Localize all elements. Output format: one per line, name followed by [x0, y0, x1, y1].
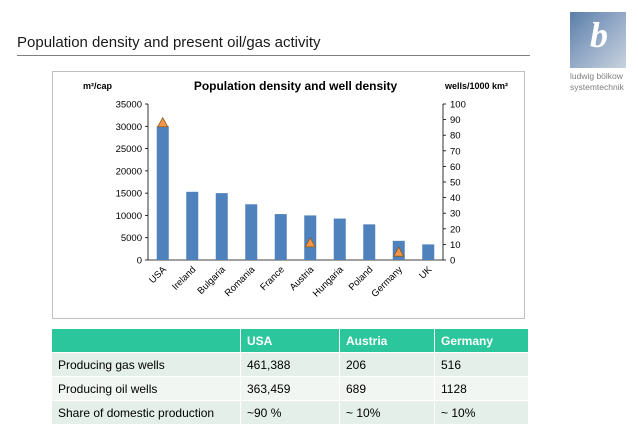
left-tick-label: 20000 [116, 166, 142, 177]
logo-caption: ludwig bölkow systemtechnik [570, 71, 624, 92]
logo-letter-icon: b [590, 15, 608, 55]
right-tick-label: 70 [450, 146, 461, 157]
left-tick-label: 5000 [121, 233, 142, 244]
x-tick-label: Germany [369, 264, 405, 300]
x-tick-label: USA [147, 264, 169, 286]
right-tick-label: 30 [450, 209, 461, 220]
x-tick-label: Ireland [170, 264, 198, 292]
table-cell: 363,459 [240, 376, 340, 401]
table-cell: 689 [339, 376, 435, 401]
header-cell [52, 329, 241, 353]
bar-romania [245, 204, 258, 260]
x-tick-label: Poland [347, 264, 376, 293]
slide-title: Population density and present oil/gas a… [17, 34, 321, 51]
row-label: Producing oil wells [52, 376, 241, 401]
bar-poland [363, 224, 376, 260]
left-tick-label: 0 [137, 256, 142, 267]
header-cell: USA [240, 329, 340, 353]
table-cell: 516 [434, 352, 529, 377]
right-tick-label: 60 [450, 162, 461, 173]
company-logo: b [570, 12, 626, 68]
title-divider [17, 55, 530, 56]
marker-germany [393, 246, 405, 257]
table-cell: 1128 [434, 376, 529, 401]
left-axis-label: m²/cap [83, 81, 113, 91]
table-header-row: USA Austria Germany [52, 329, 529, 353]
right-tick-label: 80 [450, 131, 461, 142]
bar-usa [156, 126, 169, 261]
header-cell: Austria [339, 329, 435, 353]
left-tick-label: 35000 [116, 100, 142, 111]
right-tick-label: 10 [450, 240, 461, 251]
x-tick-label: France [258, 264, 287, 293]
right-tick-label: 100 [450, 100, 466, 111]
bar-bulgaria [215, 193, 228, 260]
bar-france [274, 214, 287, 260]
table-cell: ~90 % [240, 400, 340, 424]
chart-frame: Population density and well density m²/ca… [52, 71, 525, 319]
bar-ireland [186, 191, 199, 260]
right-axis-label: wells/1000 km² [444, 81, 508, 91]
left-tick-label: 25000 [116, 144, 142, 155]
chart-title: Population density and well density [194, 79, 398, 93]
table-row: Producing gas wells 461,388 206 516 [52, 352, 529, 377]
left-tick-label: 30000 [116, 122, 142, 133]
x-tick-label: UK [417, 264, 435, 282]
x-tick-label: Romania [223, 264, 258, 299]
right-tick-label: 20 [450, 224, 461, 235]
wells-table: USA Austria Germany Producing gas wells … [52, 329, 529, 424]
left-tick-label: 15000 [116, 189, 142, 200]
table-cell: 461,388 [240, 352, 340, 377]
row-label: Share of domestic production [52, 400, 241, 424]
table-cell: 206 [339, 352, 435, 377]
header-cell: Germany [434, 329, 529, 353]
marker-austria [304, 237, 316, 248]
right-tick-label: 40 [450, 193, 461, 204]
right-tick-label: 90 [450, 115, 461, 126]
table-row: Producing oil wells 363,459 689 1128 [52, 376, 529, 401]
table-cell: ~ 10% [339, 400, 435, 424]
right-tick-label: 0 [450, 256, 455, 267]
left-tick-label: 10000 [116, 211, 142, 222]
right-tick-label: 50 [450, 178, 461, 189]
bar-chart: Population density and well density m²/ca… [83, 79, 508, 300]
table-row: Share of domestic production ~90 % ~ 10%… [52, 400, 529, 424]
x-tick-label: Hungaria [311, 264, 347, 300]
row-label: Producing gas wells [52, 352, 241, 377]
bar-uk [422, 244, 435, 260]
bar-hungaria [333, 218, 346, 260]
marker-usa [157, 116, 169, 128]
table-cell: ~ 10% [434, 400, 529, 424]
